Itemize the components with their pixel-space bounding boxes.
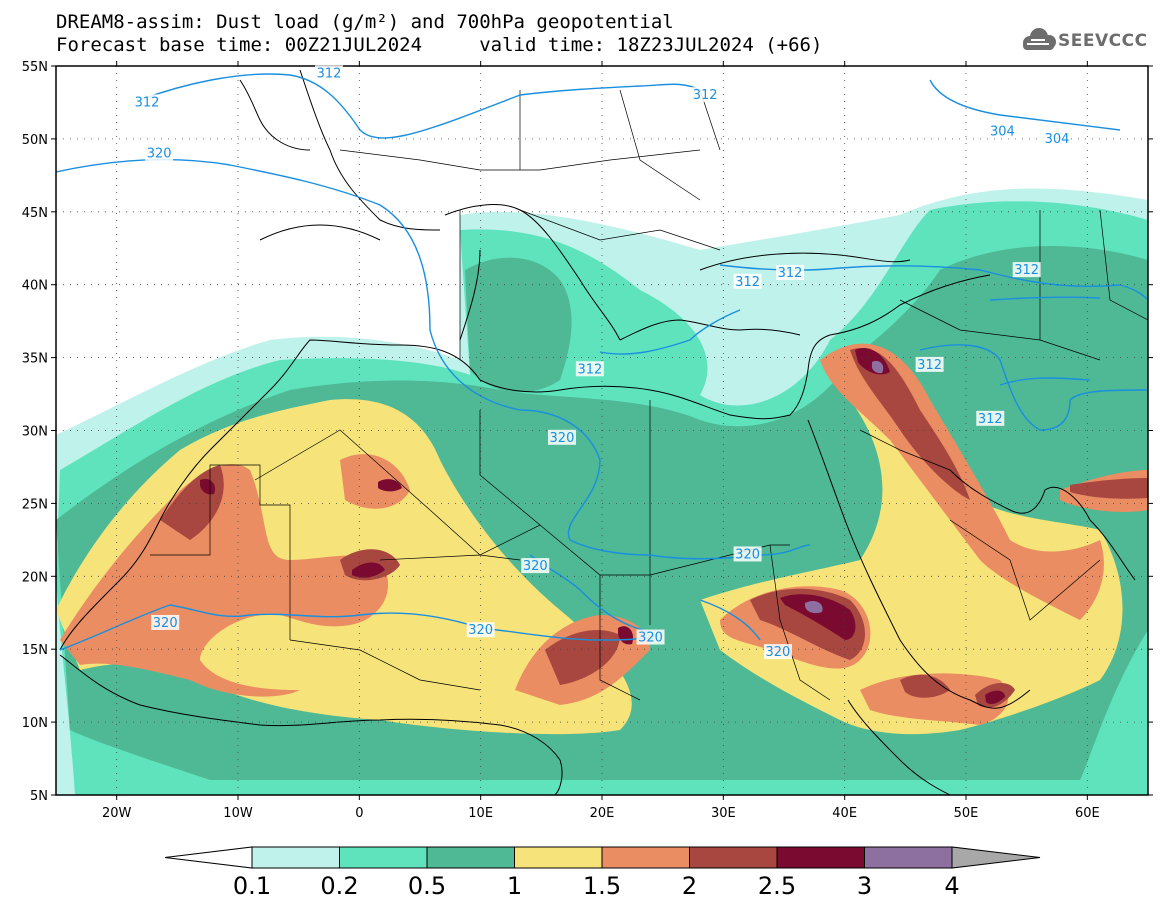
lon-label: 20W <box>102 806 132 821</box>
lat-label: 30N <box>22 425 48 440</box>
contour-label: 312 <box>735 275 760 290</box>
contour-label-bg <box>547 429 576 445</box>
contour-label: 320 <box>735 547 760 562</box>
contour-label-bg <box>691 87 720 103</box>
lon-label: 60E <box>1075 806 1100 821</box>
lat-label: 45N <box>22 206 48 221</box>
dust-load-fills <box>56 188 1148 795</box>
colorbar-segment <box>251 846 340 869</box>
colorbar-label: 2.5 <box>757 872 797 900</box>
contour-label-bg <box>145 145 174 161</box>
lat-label: 55N <box>22 60 48 75</box>
contour-label-bg <box>763 644 792 660</box>
lon-label: 10E <box>468 806 493 821</box>
colorbar-label: 0.2 <box>320 872 359 900</box>
country-borders <box>150 89 1148 701</box>
colorbar-segment <box>426 846 515 869</box>
lat-label: 25N <box>22 497 48 512</box>
map-title: DREAM8-assim: Dust load (g/m²) and 700hP… <box>56 11 674 33</box>
contour-label-bg <box>133 94 161 110</box>
colorbar-label: 0.1 <box>232 872 272 900</box>
contour-label-bg <box>1012 262 1041 278</box>
lon-label: 50E <box>954 806 979 821</box>
contour-label: 320 <box>147 146 172 161</box>
colorbar-label: 4 <box>944 872 960 900</box>
contour-label-bg <box>575 361 604 377</box>
contour-label: 312 <box>317 66 342 81</box>
contour-label: 312 <box>135 95 160 110</box>
contour-label-bg <box>733 273 762 289</box>
lon-label: 30E <box>711 806 736 821</box>
contour-label-bg <box>915 356 944 372</box>
contour-label: 312 <box>1014 263 1039 278</box>
contour-label: 320 <box>550 431 575 446</box>
contour-label: 320 <box>153 616 178 631</box>
contour-label-bg <box>1043 130 1071 146</box>
forecast-times: Forecast base time: 00Z21JUL2024 valid t… <box>56 34 823 56</box>
contour-label: 312 <box>917 358 942 373</box>
latitude-labels: 55N 50N 45N 40N 35N 30N 25N 20N 15N 10N 5N <box>22 60 48 804</box>
logo-text: SEEVCCC <box>1058 31 1148 51</box>
colorbar-label: 3 <box>856 872 873 900</box>
lat-label: 10N <box>22 716 48 731</box>
lon-label: 10W <box>223 806 253 821</box>
coastlines <box>59 69 1136 795</box>
contour-label-bg <box>151 614 180 630</box>
lat-label: 5N <box>30 789 48 804</box>
contour-label: 312 <box>577 362 602 377</box>
colorbar-label: 0.5 <box>407 872 447 900</box>
lat-label: 50N <box>22 133 48 148</box>
contour-label-bg <box>521 558 550 574</box>
contour-label-bg <box>636 629 665 645</box>
colorbar-segment <box>514 846 603 869</box>
colorbar-over <box>951 846 1041 869</box>
lon-label: 40E <box>832 806 857 821</box>
colorbar-segment <box>689 846 778 869</box>
colorbar-label: 1.5 <box>582 872 622 900</box>
lat-label: 20N <box>22 570 48 585</box>
colorbar <box>164 846 1041 869</box>
graticule <box>56 66 1148 795</box>
colorbar-segment <box>776 846 865 869</box>
cloud-icon <box>1023 28 1056 50</box>
colorbar-label: 2 <box>681 872 698 900</box>
contour-labels: 312 312 312 304 304 320 312 312 312 312 312 312 320 3… <box>133 65 1071 660</box>
contour-label-bg <box>776 265 805 281</box>
lat-label: 35N <box>22 352 48 367</box>
contour-label-bg <box>733 546 762 562</box>
colorbar-under <box>164 846 253 869</box>
contour-label: 312 <box>693 88 718 103</box>
colorbar-segment <box>601 846 690 869</box>
contour-label: 304 <box>990 125 1015 140</box>
longitude-labels: 20W 10W 0 10E 20E 30E 40E 50E 60E <box>102 806 1100 821</box>
lon-label: 20E <box>590 806 615 821</box>
contour-label: 312 <box>978 412 1003 427</box>
geopotential-contours <box>56 73 1148 651</box>
colorbar-segment <box>864 846 953 869</box>
colorbar-segment <box>339 846 428 869</box>
lon-label: 0 <box>355 806 363 821</box>
contour-label-bg <box>315 65 343 81</box>
axis-ticks <box>51 61 1153 800</box>
contour-label: 320 <box>638 631 663 646</box>
contour-label-bg <box>466 622 495 638</box>
colorbar-label: 1 <box>506 872 523 900</box>
contour-label: 320 <box>766 645 791 660</box>
contour-label-bg <box>976 410 1005 426</box>
lat-label: 40N <box>22 279 48 294</box>
contour-label: 320 <box>523 559 548 574</box>
lat-label: 15N <box>22 643 48 658</box>
contour-label: 320 <box>468 623 493 638</box>
contour-label: 304 <box>1045 132 1070 147</box>
contour-label-bg <box>988 123 1017 139</box>
contour-label: 312 <box>778 266 803 281</box>
